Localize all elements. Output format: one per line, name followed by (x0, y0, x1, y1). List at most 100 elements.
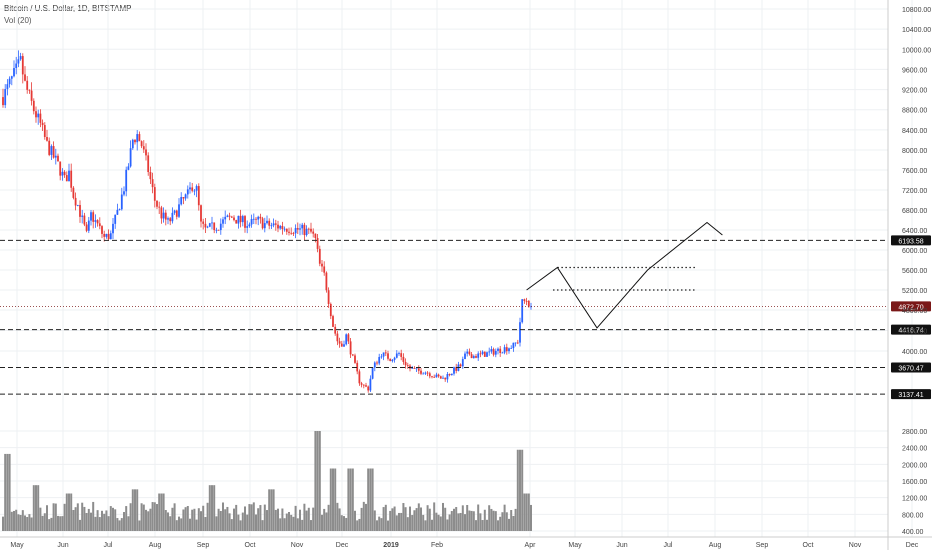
volume-bar (173, 503, 176, 531)
volume-bar (274, 509, 277, 531)
volume-bar (281, 508, 284, 531)
candle-body (411, 368, 414, 369)
candle-body (186, 189, 189, 195)
candle-body (371, 367, 374, 379)
volume-bar (184, 507, 187, 531)
volume-bar (453, 508, 455, 531)
y-tick-label: 6400.00 (902, 228, 927, 235)
volume-bar (371, 468, 374, 531)
candle-body (481, 351, 484, 354)
volume-bar (393, 506, 396, 531)
volume-bar (424, 520, 427, 531)
volume-bar (39, 507, 42, 531)
candle-body (8, 78, 11, 85)
candle-body (74, 197, 77, 206)
candle-body (277, 224, 279, 229)
volume-bar (512, 516, 515, 531)
candle-body (261, 218, 264, 229)
volume-bar (138, 520, 141, 531)
volume-bar (160, 493, 163, 531)
volume-bar (81, 502, 84, 531)
volume-bar (35, 485, 37, 531)
x-tick-label: Apr (525, 542, 537, 549)
volume-bar (2, 516, 4, 531)
volume-bar (268, 489, 271, 531)
y-tick-label: 4400.00 (902, 329, 927, 336)
candle-body (142, 146, 145, 150)
volume-bar (316, 431, 319, 531)
candle-body (85, 224, 88, 231)
candle-body (327, 290, 330, 304)
volume-bar (70, 493, 73, 531)
candle-body (475, 356, 477, 358)
candle-body (21, 56, 24, 75)
candle-body (450, 373, 453, 376)
candle-body (343, 344, 345, 347)
candle-body (112, 223, 114, 234)
candle-body (257, 216, 260, 220)
volume-bar (307, 507, 310, 531)
candle-body (360, 383, 363, 385)
volume-bar (241, 512, 244, 531)
volume-bars (2, 431, 532, 531)
candle-body (222, 219, 224, 224)
volume-bar (305, 510, 308, 531)
candle-body (123, 191, 125, 195)
candle-body (378, 356, 381, 364)
volume-bar (217, 508, 220, 531)
candle-body (151, 179, 154, 188)
x-tick-label: Oct (803, 542, 814, 549)
y-tick-label: 10400.00 (902, 27, 931, 34)
volume-bar (112, 507, 114, 531)
candle-body (202, 221, 205, 224)
volume-bar (30, 517, 33, 531)
candle-body (259, 216, 262, 219)
candle-body (92, 212, 95, 222)
candle-body (127, 166, 130, 170)
volume-bar (235, 504, 238, 531)
volume-bar (525, 493, 528, 531)
level-tag-label: 3670.47 (898, 365, 923, 372)
candle-body (211, 222, 213, 224)
candle-body (382, 352, 385, 357)
volume-bar (501, 512, 504, 531)
volume-bar (186, 506, 189, 531)
volume-bar (10, 511, 13, 531)
volume-bar (147, 511, 150, 531)
volume-bar (114, 509, 117, 531)
volume-bar (206, 502, 209, 531)
volume-bar (266, 510, 268, 531)
volume-bar (257, 508, 260, 531)
y-tick-label: 6000.00 (902, 248, 927, 255)
volume-bar (140, 503, 143, 531)
volume-bar (422, 514, 425, 531)
volume-bar (224, 509, 227, 531)
volume-bar (153, 502, 156, 531)
volume-bar (21, 510, 24, 531)
candle-body (15, 63, 18, 69)
candle-body (307, 228, 310, 230)
volume-bar (118, 520, 121, 531)
volume-bar (4, 453, 7, 531)
candle-body (420, 370, 422, 374)
volume-bar (345, 517, 348, 531)
candle-body (365, 385, 367, 387)
candle-body (362, 384, 365, 386)
candle-body (448, 374, 451, 376)
volume-bar (398, 512, 400, 531)
y-tick-label: 1600.00 (902, 479, 927, 486)
volume-bar (204, 517, 207, 531)
y-tick-label: 5200.00 (902, 288, 927, 295)
volume-bar (481, 520, 484, 531)
volume-bar (503, 504, 506, 531)
candle-body (292, 233, 295, 234)
candle-body (433, 376, 436, 378)
candle-body (395, 353, 398, 358)
volume-bar (277, 508, 279, 531)
volume-bar (255, 514, 257, 531)
volume-bar (189, 518, 191, 531)
volume-bar (332, 468, 334, 531)
volume-bar (391, 508, 394, 531)
volume-bar (468, 510, 471, 531)
